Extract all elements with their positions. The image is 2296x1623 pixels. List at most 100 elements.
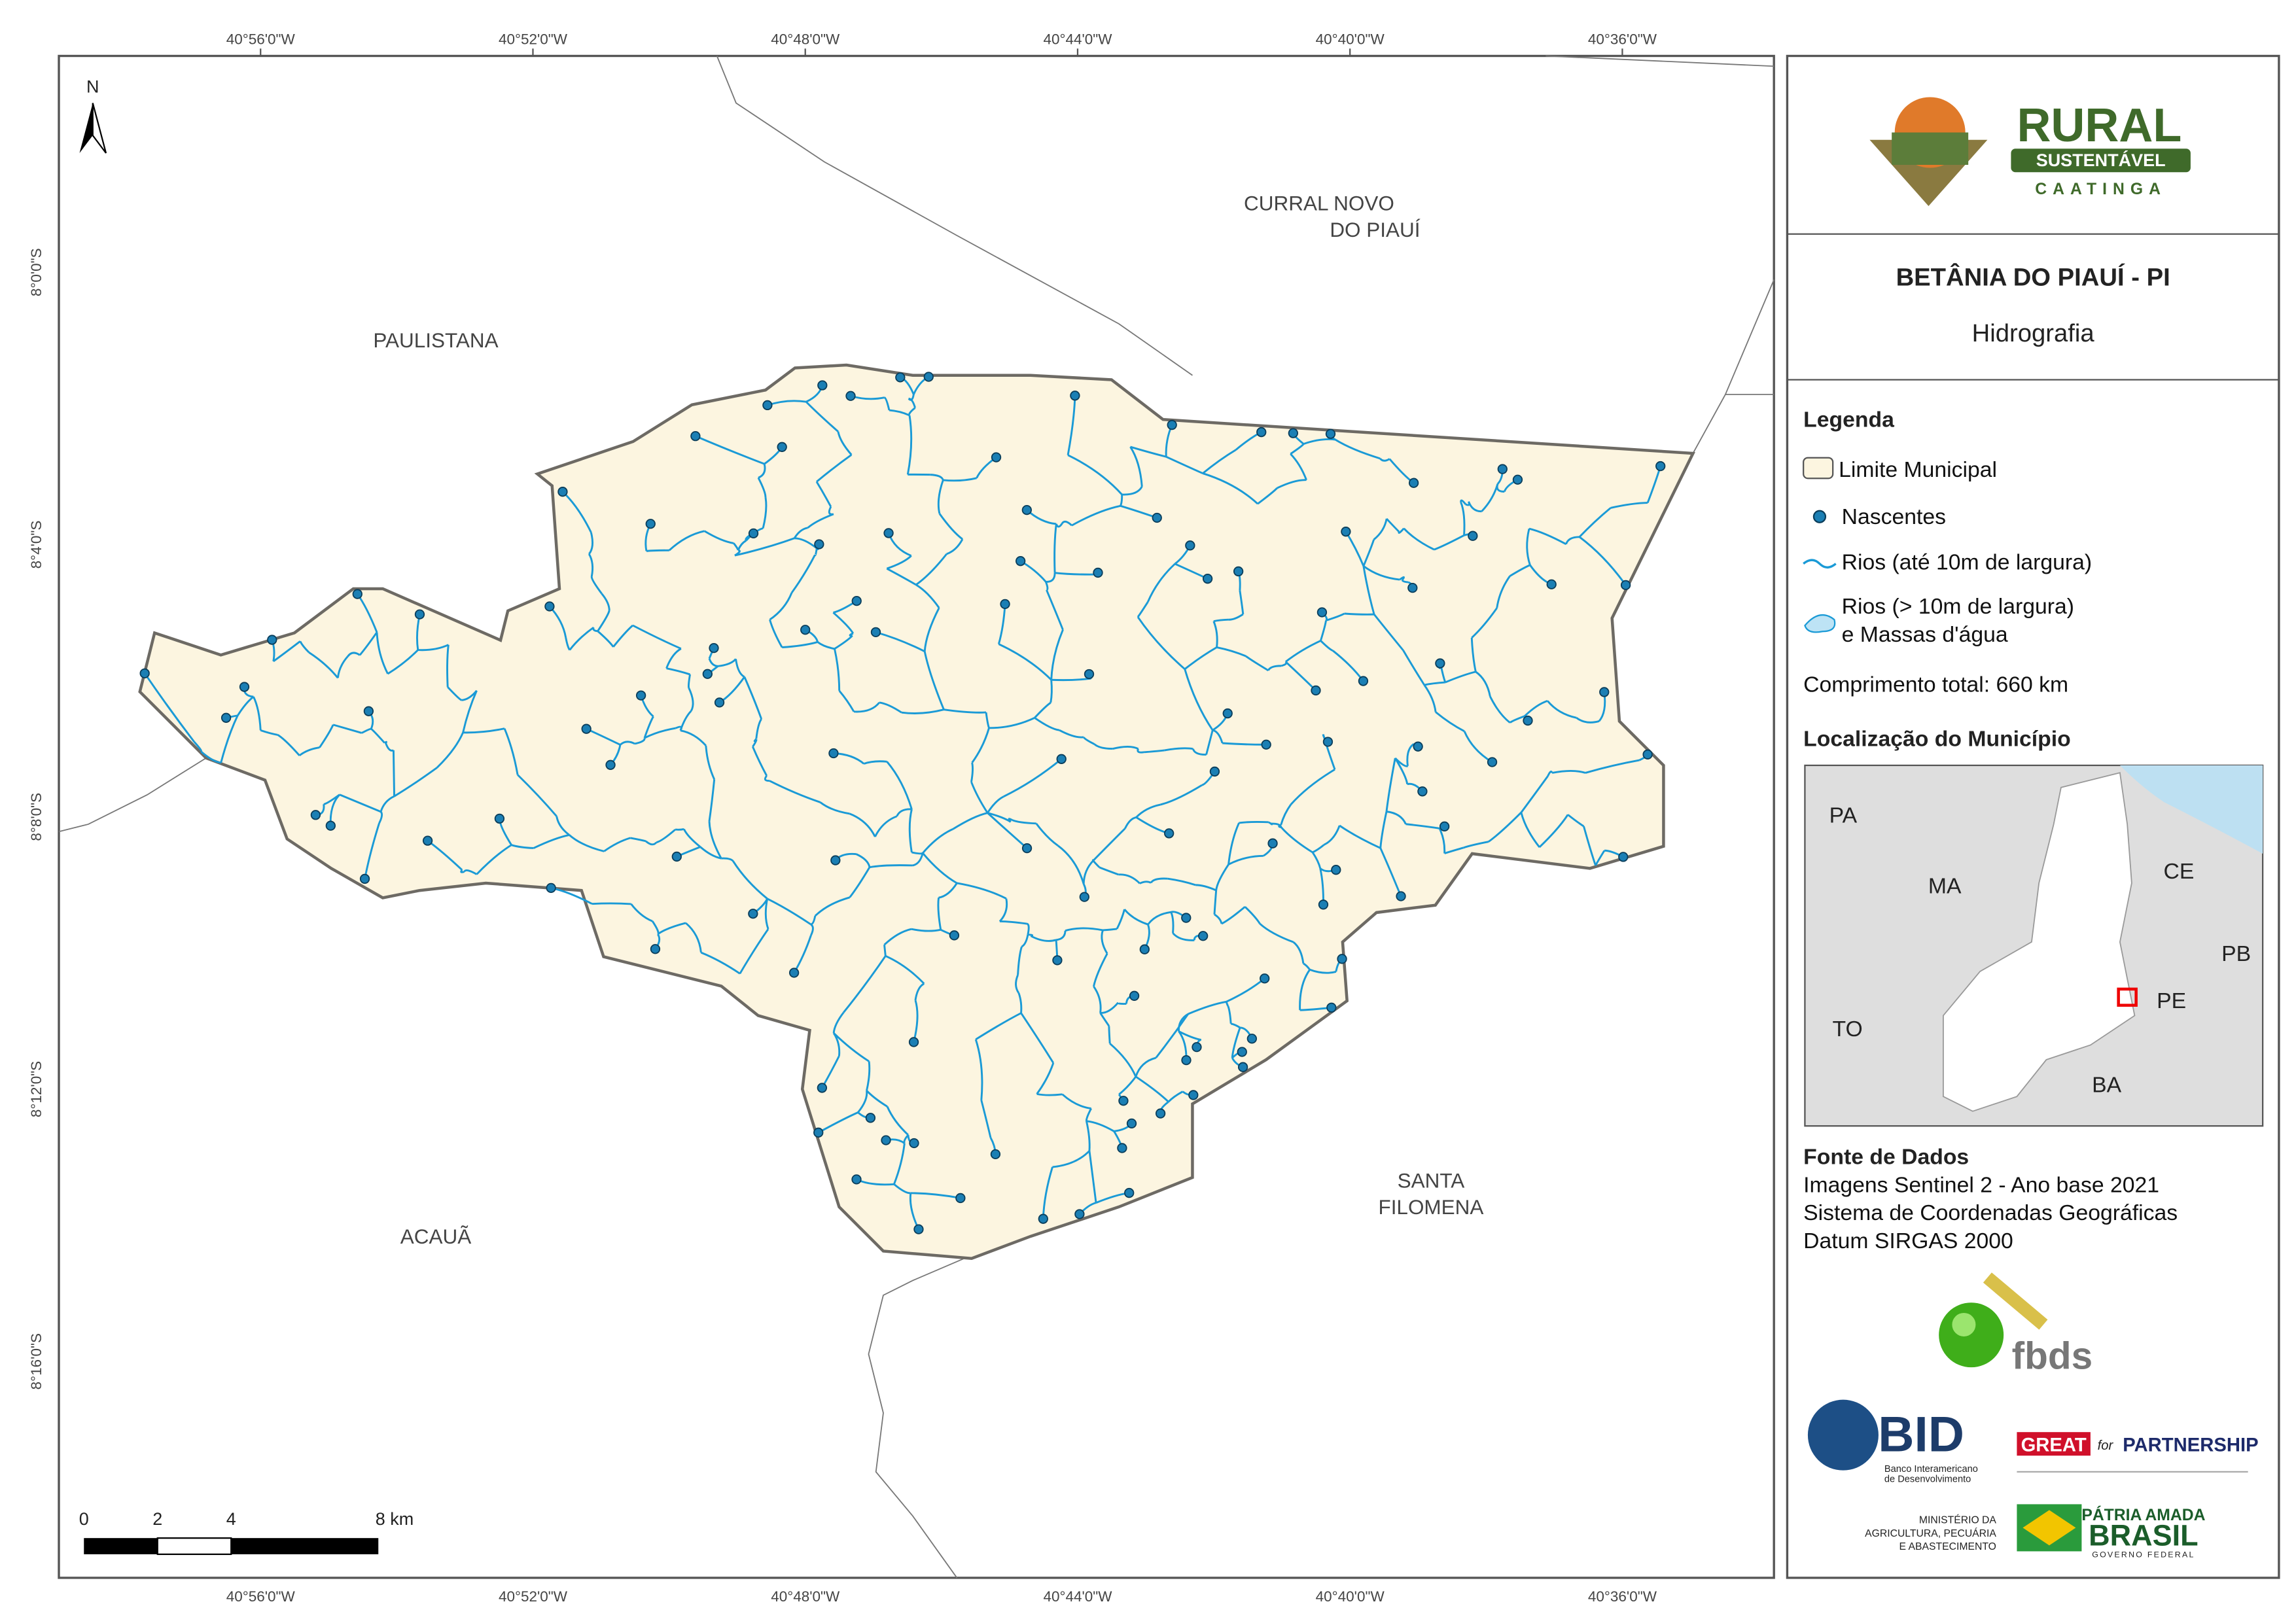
scale-label: 0 xyxy=(79,1509,89,1529)
river xyxy=(236,695,255,716)
lat-label: 8°0'0"S xyxy=(28,248,44,296)
spring xyxy=(1117,1143,1127,1153)
river xyxy=(1213,890,1218,915)
river xyxy=(1026,922,1030,935)
river xyxy=(815,481,832,508)
location-label: PE xyxy=(2157,988,2186,1013)
river xyxy=(938,513,963,540)
location-label: PB xyxy=(2221,941,2251,966)
spring xyxy=(817,380,828,391)
river xyxy=(380,795,395,812)
spring xyxy=(913,1224,924,1234)
river xyxy=(588,532,594,555)
river xyxy=(1122,486,1143,496)
spring xyxy=(909,1138,919,1149)
river xyxy=(1471,607,1498,638)
river xyxy=(143,672,195,742)
lon-label: 40°48'0"W xyxy=(771,1588,840,1605)
spring xyxy=(1129,990,1140,1001)
place-label: ACAUÃ xyxy=(400,1225,471,1248)
legend-item: Nascentes xyxy=(1842,504,1946,529)
river xyxy=(1017,946,1023,975)
river xyxy=(376,632,389,674)
river xyxy=(1146,563,1176,602)
river xyxy=(1320,640,1333,652)
river xyxy=(1528,527,1567,546)
spring xyxy=(325,820,336,831)
spring xyxy=(1417,786,1428,797)
river xyxy=(1438,828,1446,854)
spring xyxy=(422,835,433,846)
river xyxy=(874,815,898,837)
river xyxy=(805,401,839,432)
river xyxy=(359,631,378,656)
river xyxy=(832,612,855,634)
spring xyxy=(494,813,505,824)
river xyxy=(668,530,705,551)
spring xyxy=(1167,419,1177,430)
river xyxy=(1386,811,1407,825)
spring xyxy=(949,930,960,941)
river xyxy=(1386,517,1400,532)
river xyxy=(893,1143,906,1185)
river xyxy=(1067,454,1123,495)
lon-label: 40°52'0"W xyxy=(499,31,568,47)
river xyxy=(794,537,818,550)
river xyxy=(703,530,734,544)
river xyxy=(1137,748,1145,754)
river xyxy=(1277,479,1307,489)
spring xyxy=(1237,1047,1247,1057)
river xyxy=(1008,818,1013,823)
river xyxy=(1034,701,1051,719)
river xyxy=(1278,824,1282,828)
river xyxy=(1227,822,1240,865)
spring xyxy=(1337,954,1347,964)
spring xyxy=(1311,685,1321,696)
spring xyxy=(363,706,374,716)
river xyxy=(347,652,361,657)
river xyxy=(1167,1091,1184,1103)
river xyxy=(632,624,682,650)
river xyxy=(1065,927,1103,932)
river xyxy=(1323,825,1341,846)
river xyxy=(869,864,913,869)
river xyxy=(923,607,940,652)
spring xyxy=(605,759,616,770)
river xyxy=(1144,749,1165,754)
river xyxy=(446,644,450,688)
spring xyxy=(221,712,232,723)
river xyxy=(1520,775,1549,813)
river xyxy=(849,866,871,898)
river xyxy=(1385,758,1396,812)
river xyxy=(922,828,953,854)
river xyxy=(1178,1013,1189,1032)
river xyxy=(393,767,438,797)
logo-text: E ABASTECIMENTO xyxy=(1899,1541,1996,1552)
spring xyxy=(1079,892,1089,902)
spring xyxy=(1093,567,1103,578)
municipal-boundary xyxy=(138,363,1695,1260)
river xyxy=(1538,814,1569,848)
river xyxy=(762,497,768,529)
river xyxy=(1509,564,1530,577)
river xyxy=(651,920,660,935)
river xyxy=(1462,841,1489,849)
logo-text: for xyxy=(2098,1439,2114,1453)
river xyxy=(1567,814,1585,828)
river xyxy=(1093,953,1108,987)
river xyxy=(980,1100,992,1138)
river xyxy=(1101,930,1108,954)
spring xyxy=(990,1149,1001,1160)
river xyxy=(1470,637,1477,672)
river xyxy=(1440,667,1447,683)
river xyxy=(634,737,646,745)
river xyxy=(943,477,977,482)
springs xyxy=(139,372,1666,1234)
lon-label: 40°48'0"W xyxy=(771,31,840,47)
river xyxy=(1184,646,1218,670)
river xyxy=(1213,618,1229,623)
river xyxy=(680,729,707,746)
river xyxy=(767,898,811,926)
spring xyxy=(923,372,934,382)
river xyxy=(1170,911,1174,934)
